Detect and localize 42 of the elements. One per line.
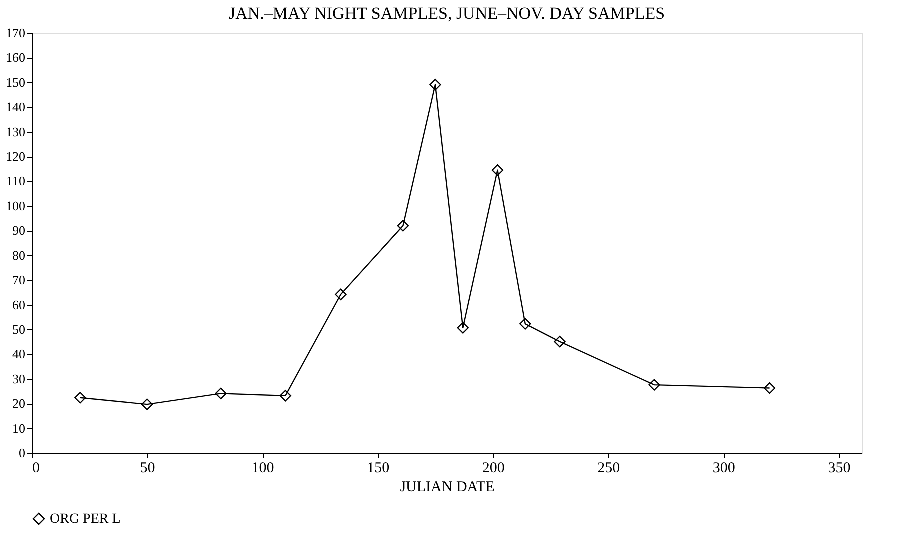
y-tick-label: 70: [12, 272, 26, 288]
y-tick-label: 130: [6, 124, 26, 140]
y-tick-label: 170: [6, 26, 26, 40]
y-tick-label: 10: [12, 420, 26, 436]
point: [215, 388, 227, 400]
y-tick-label: 150: [6, 74, 26, 90]
y-tick-label: 90: [12, 223, 26, 238]
y-tick-label: 160: [6, 50, 26, 66]
y-tick-label: 60: [12, 297, 26, 312]
y-tick-label: 50: [12, 322, 26, 337]
x-tick-label: 350: [828, 460, 851, 476]
y-tick-label: 100: [6, 198, 26, 214]
point: [141, 398, 154, 410]
point: [554, 336, 566, 348]
legend-label: ORG PER L: [50, 512, 121, 527]
x-tick-label: 50: [140, 460, 156, 476]
y-tick-label: 30: [12, 371, 26, 386]
point: [492, 164, 504, 176]
point: [280, 390, 292, 402]
point: [430, 79, 442, 91]
point: [648, 379, 660, 391]
x-axis-title: JULIAN DATE: [400, 480, 495, 496]
chart-title: JAN.–MAY NIGHT SAMPLES, JUNE–NOV. DAY SAMPLES: [228, 4, 666, 23]
point: [457, 322, 469, 334]
point: [335, 288, 347, 300]
x-tick-label: 200: [482, 460, 505, 476]
point: [397, 220, 410, 232]
point: [520, 318, 532, 330]
point: [74, 392, 86, 404]
x-tick-label: 150: [367, 460, 390, 476]
x-tick-label: 100: [252, 460, 274, 476]
x-tick-label: 250: [598, 460, 620, 476]
y-tick-label: 140: [6, 100, 26, 115]
point: [764, 382, 776, 394]
y-tick-label: 40: [12, 346, 26, 362]
y-tick-label: 120: [6, 149, 26, 164]
y-tick-label: 0: [19, 446, 26, 460]
x-tick-label: 0: [32, 460, 40, 476]
x-tick-label: 300: [712, 460, 736, 476]
y-tick-label: 80: [12, 248, 26, 263]
y-tick-label: 20: [12, 396, 26, 412]
y-tick-label: 110: [6, 174, 26, 189]
